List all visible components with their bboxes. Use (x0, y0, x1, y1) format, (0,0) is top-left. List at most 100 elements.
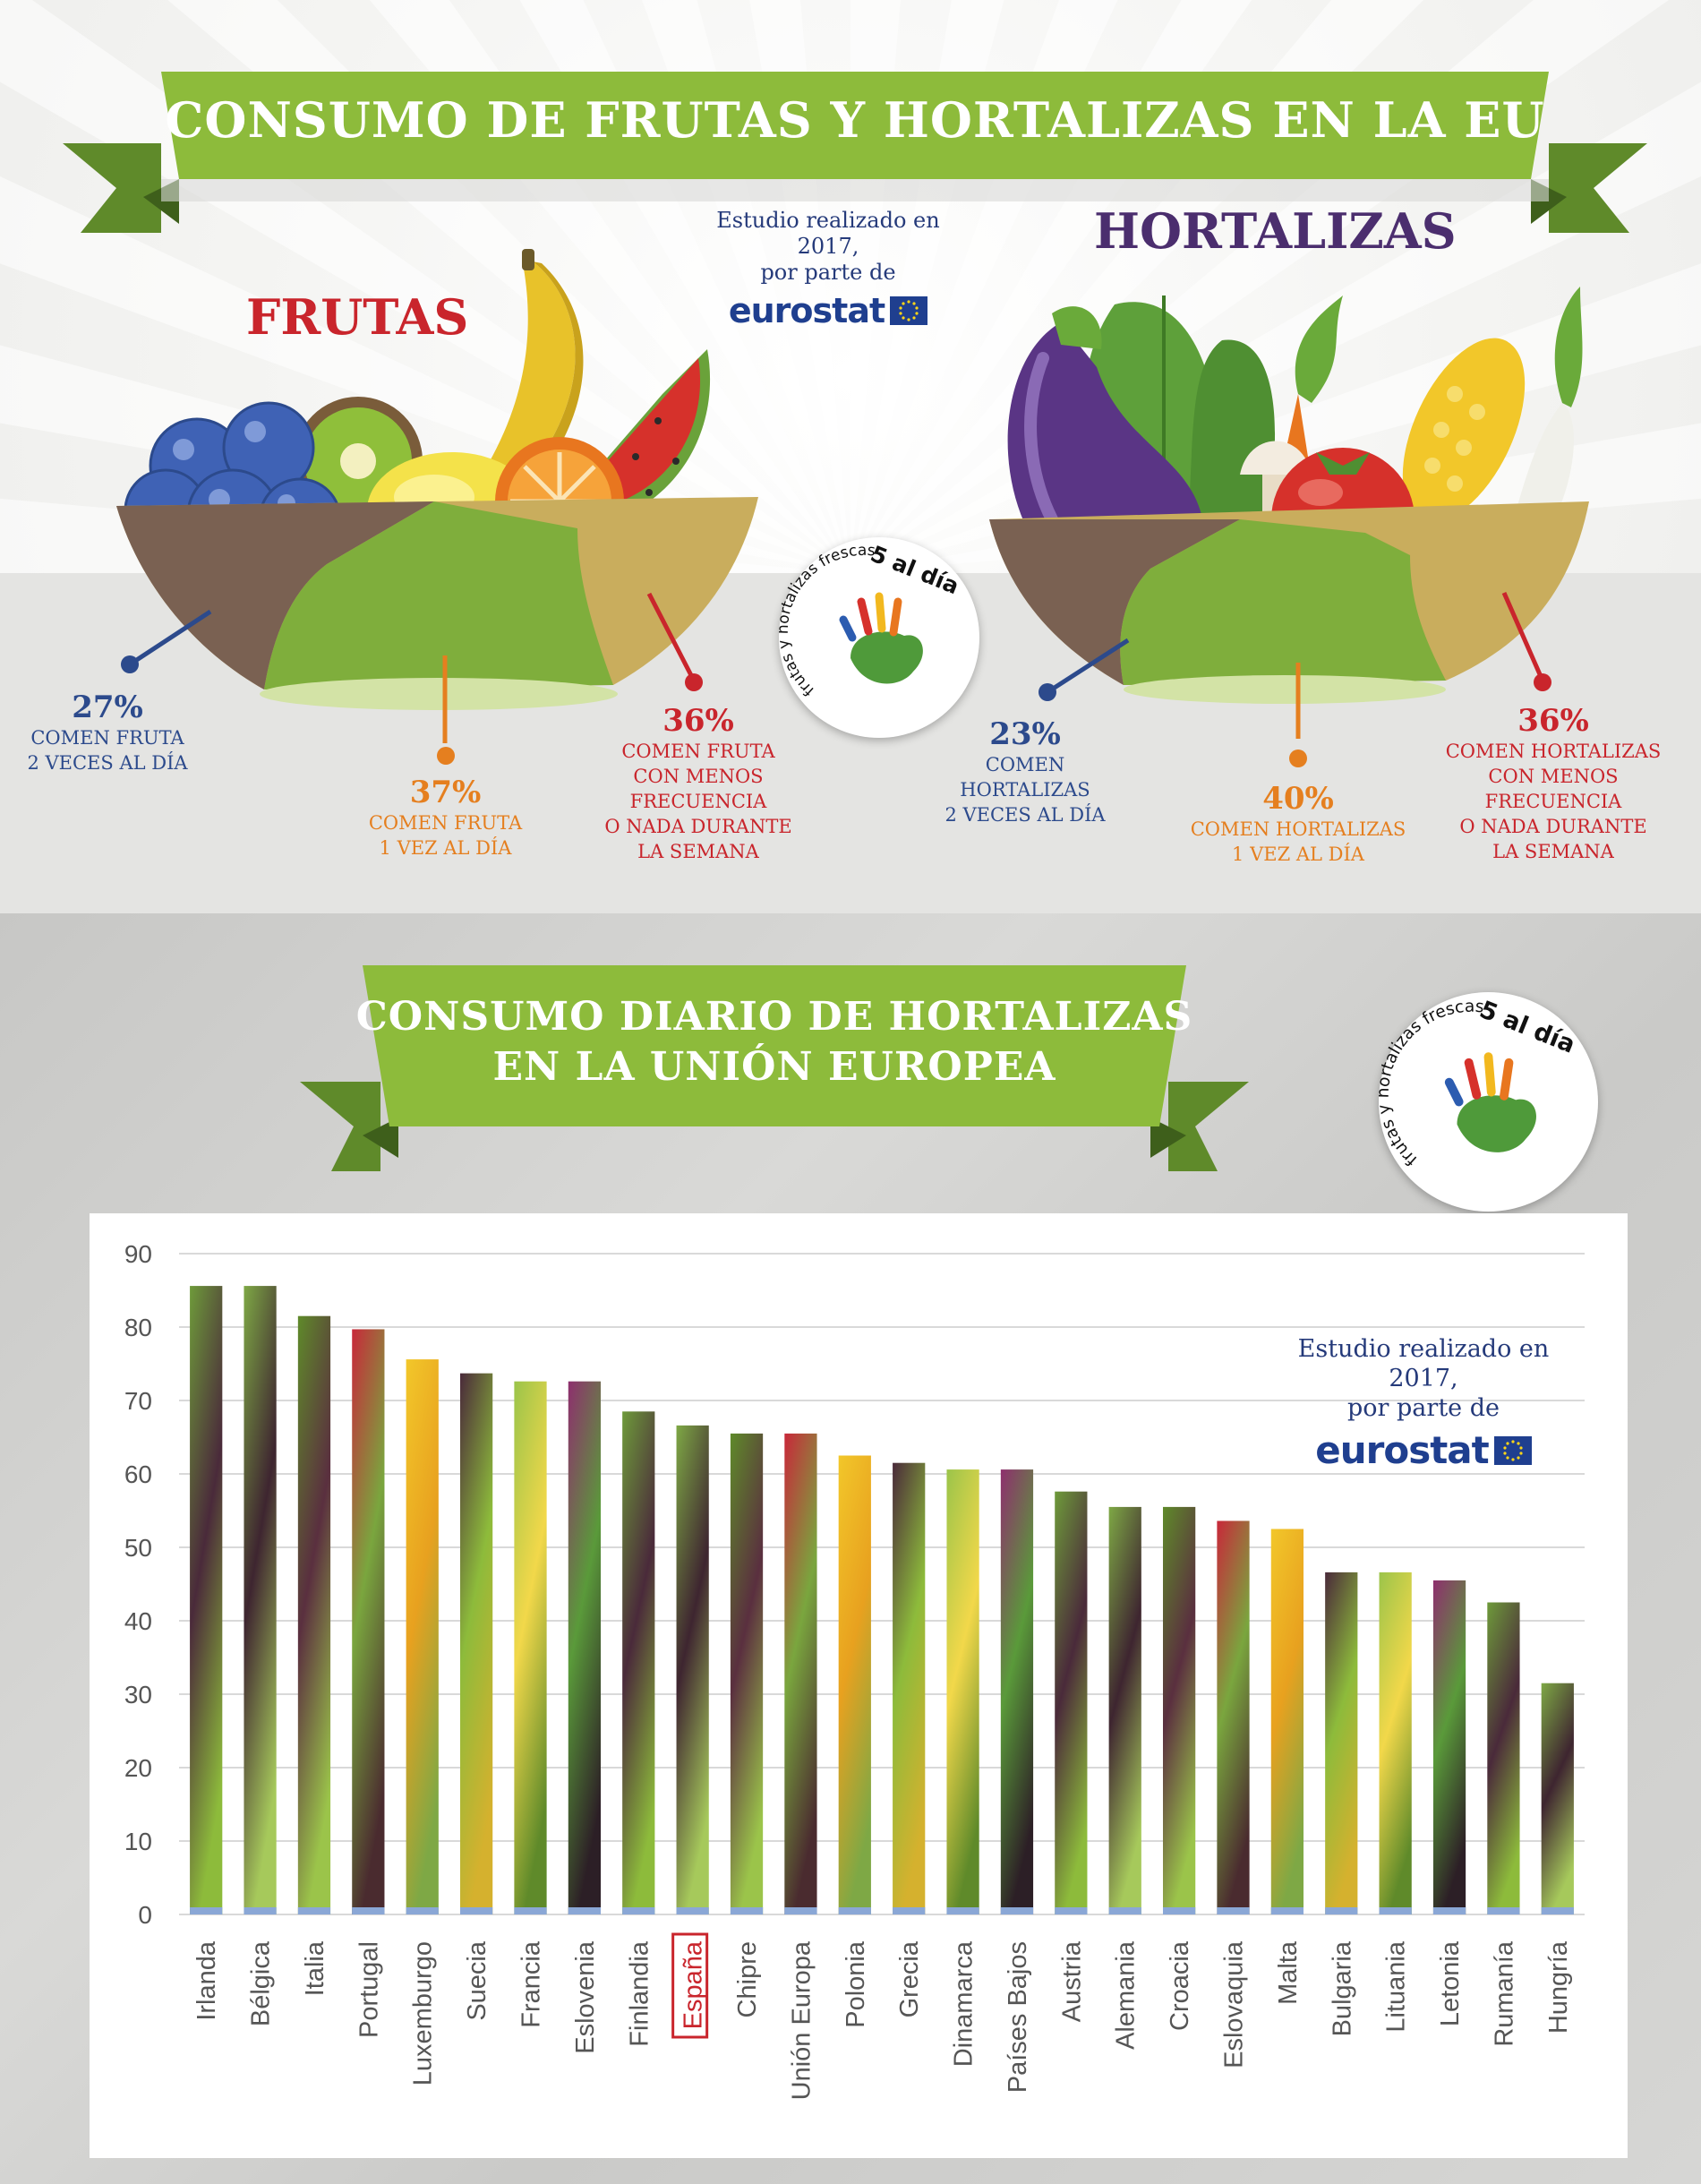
fruit-once-marker (437, 747, 455, 765)
bar (1108, 1506, 1141, 1914)
y-tick-label: 20 (124, 1754, 152, 1782)
chart-title-line2: EN LA UNIÓN EUROPEA (492, 1044, 1056, 1090)
y-tick-label: 30 (124, 1681, 152, 1709)
bar (297, 1315, 331, 1914)
vegetable-once-marker (1289, 749, 1307, 767)
bar (622, 1411, 655, 1914)
bar-base (1270, 1907, 1304, 1914)
bar-base (1108, 1907, 1141, 1914)
y-tick-label: 40 (124, 1607, 152, 1635)
fruit-twice-daily-percent: 27% (72, 689, 143, 725)
bar-base (568, 1907, 601, 1914)
bar (1432, 1580, 1466, 1914)
fruit-twice-daily-stat: 27% COMEN FRUTA 2 VECES AL DÍA (18, 689, 197, 775)
vegetable-twice-daily-label-2: 2 VECES AL DÍA (945, 804, 1106, 826)
bar (1163, 1506, 1196, 1914)
main-title-ribbon: CONSUMO DE FRUTAS Y HORTALIZAS EN LA EU (63, 63, 1647, 242)
x-tick-label: Grecia (895, 1940, 924, 2017)
daily-vegetable-consumption-section: CONSUMO DIARIO DE HORTALIZAS EN LA UNIÓN… (0, 913, 1701, 2184)
colorful-hand-icon-chart (1444, 1052, 1536, 1152)
x-tick-label: Dinamarca (950, 1940, 979, 2067)
x-tick-label: Malta (1274, 1940, 1303, 2005)
y-tick-label: 60 (124, 1460, 152, 1488)
bar (1055, 1491, 1088, 1914)
vegetable-basket-illustration (989, 260, 1589, 743)
bar-base (1541, 1907, 1574, 1914)
x-tick-label: Finlandia (625, 1940, 654, 2047)
bar-base (676, 1907, 709, 1914)
fruit-once-daily-label-2: 1 VEZ AL DÍA (379, 837, 512, 859)
fruit-once-daily-percent: 37% (409, 775, 482, 810)
vegetable-twice-daily-percent: 23% (989, 716, 1061, 752)
bar-base (946, 1907, 979, 1914)
sunburst-ray (167, 0, 850, 573)
bar (568, 1381, 601, 1914)
bar-base (730, 1907, 764, 1914)
fruit-less-often-label-2: CON MENOS FRECUENCIA (629, 766, 767, 812)
bar (1379, 1572, 1412, 1914)
study-note-line1: Estudio realizado en 2017, (716, 208, 940, 259)
bar (946, 1469, 979, 1914)
x-tick-label: Rumanía (1490, 1940, 1518, 2047)
fruit-basket-illustration (112, 242, 770, 752)
vegetables-heading: HORTALIZAS (1094, 202, 1457, 260)
bar-base (622, 1907, 655, 1914)
fruit-less-often-label-4: LA SEMANA (637, 841, 759, 862)
eurostat-wordmark: eurostat (728, 291, 885, 330)
fruit-vegetable-consumption-section: CONSUMO DE FRUTAS Y HORTALIZAS EN LA EU … (0, 0, 1701, 913)
bar-base (352, 1907, 385, 1914)
chart-study-note: Estudio realizado en 2017, por parte de … (1271, 1334, 1576, 1472)
chart-eu-flag-icon (1493, 1435, 1532, 1465)
five-a-day-badge: frutas y hortalizas frescas 5 al día (779, 537, 979, 738)
fruit-less-often-label-1: COMEN FRUTA (621, 741, 775, 762)
bar-base (514, 1907, 547, 1914)
vegetable-twice-daily-stat: 23% COMEN HORTALIZAS 2 VECES AL DÍA (918, 716, 1133, 827)
bar (514, 1381, 547, 1914)
bar-chart: 0 10 20 30 40 50 60 70 80 90 Irlanda Bélgica Italia P… (124, 1240, 1585, 2100)
sunburst-ray (850, 0, 1423, 573)
bar (838, 1455, 871, 1914)
bar (1487, 1602, 1520, 1914)
fruit-once-daily-label-1: COMEN FRUTA (368, 812, 523, 834)
bar-base (460, 1907, 493, 1914)
vegetable-less-often-stat: 36% COMEN HORTALIZAS CON MENOS FRECUENCI… (1419, 703, 1688, 864)
fruit-less-often-percent: 36% (662, 703, 734, 739)
fruit-twice-daily-label-2: 2 VECES AL DÍA (27, 752, 188, 774)
bar-base (1217, 1907, 1250, 1914)
bar (244, 1286, 277, 1914)
chart-title-line1: CONSUMO DIARIO DE HORTALIZAS (355, 994, 1193, 1040)
bar-base (190, 1907, 223, 1914)
study-note: Estudio realizado en 2017, por parte de … (685, 208, 971, 330)
vegetable-less-often-percent: 36% (1517, 703, 1589, 739)
x-tick-label: Alemania (1112, 1940, 1141, 2050)
fruits-heading: FRUTAS (246, 288, 469, 346)
bar (730, 1433, 764, 1914)
x-tick-label: Portugal (355, 1941, 383, 2038)
vegetable-less-often-label-2: CON MENOS FRECUENCIA (1484, 766, 1622, 812)
bar-chart-panel: 0 10 20 30 40 50 60 70 80 90 Irlanda Bélgica Italia P… (90, 1213, 1628, 2158)
eurostat-logo: eurostat (728, 291, 928, 330)
bar-base (406, 1907, 439, 1914)
bar (1270, 1529, 1304, 1914)
x-tick-label: Bélgica (247, 1940, 276, 2026)
vegetable-less-often-label-4: LA SEMANA (1492, 841, 1614, 862)
bar (1541, 1683, 1574, 1914)
vegetable-once-daily-stat: 40% COMEN HORTALIZAS 1 VEZ AL DÍA (1186, 781, 1410, 867)
vegetable-once-daily-percent: 40% (1262, 781, 1334, 817)
y-tick-label: 10 (124, 1828, 152, 1855)
bar-base (244, 1907, 277, 1914)
x-tick-label: Francia (517, 1940, 546, 2028)
fruit-less-often-label-3: O NADA DURANTE (604, 816, 792, 837)
bar-base (1379, 1907, 1412, 1914)
sunburst-ray (749, 0, 850, 573)
y-tick-label: 50 (124, 1534, 152, 1562)
bar (460, 1373, 493, 1914)
bar (406, 1359, 439, 1914)
badge-arc-text-chart: frutas y hortalizas frescas (1379, 998, 1484, 1169)
x-tick-label: Unión Europa (787, 1940, 816, 2100)
fruit-once-daily-stat: 37% COMEN FRUTA 1 VEZ AL DÍA (345, 775, 546, 861)
x-tick-label: Croacia (1166, 1940, 1194, 2031)
chart-study-note-line1: Estudio realizado en 2017, (1297, 1335, 1550, 1392)
x-tick-label: Países Bajos (1004, 1941, 1032, 2093)
chart-title-ribbon: CONSUMO DIARIO DE HORTALIZAS EN LA UNIÓN… (300, 965, 1249, 1180)
